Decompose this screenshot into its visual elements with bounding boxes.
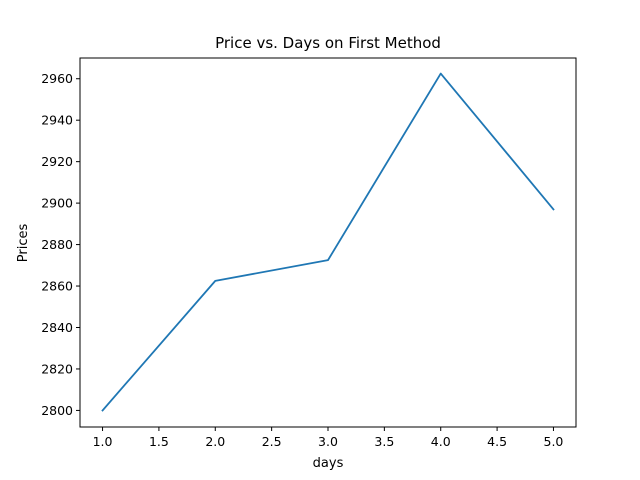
plot-area — [101, 72, 555, 412]
y-tick-label: 2920 — [41, 154, 73, 169]
y-axis-label: Prices — [16, 224, 31, 263]
x-tick-label: 4.5 — [487, 434, 507, 449]
y-tick-label: 2960 — [41, 71, 73, 86]
y-tick-label: 2820 — [41, 361, 73, 376]
y-tick-label: 2940 — [41, 113, 73, 128]
x-tick-label: 3.0 — [318, 434, 338, 449]
y-tick-label: 2840 — [41, 320, 73, 335]
x-tick-label: 3.5 — [374, 434, 394, 449]
y-tick-label: 2800 — [41, 403, 73, 418]
x-tick-label: 2.0 — [205, 434, 225, 449]
x-tick-label: 1.0 — [93, 434, 113, 449]
x-tick-label: 5.0 — [544, 434, 564, 449]
y-tick-label: 2880 — [41, 237, 73, 252]
x-axis-label: days — [313, 456, 344, 471]
x-tick-label: 1.5 — [149, 434, 169, 449]
chart-title: Price vs. Days on First Method — [215, 34, 441, 52]
axes-frame — [79, 57, 577, 428]
series-line-0 — [101, 72, 555, 412]
axes: 1.0 1.5 2.0 2.5 3.0 3.5 4.0 4.5 5.0 2800 2820 2840 2… — [41, 57, 577, 449]
y-tick-label: 2860 — [41, 279, 73, 294]
y-tick-label: 2900 — [41, 196, 73, 211]
x-tick-label: 4.0 — [431, 434, 451, 449]
x-tick-label: 2.5 — [262, 434, 282, 449]
